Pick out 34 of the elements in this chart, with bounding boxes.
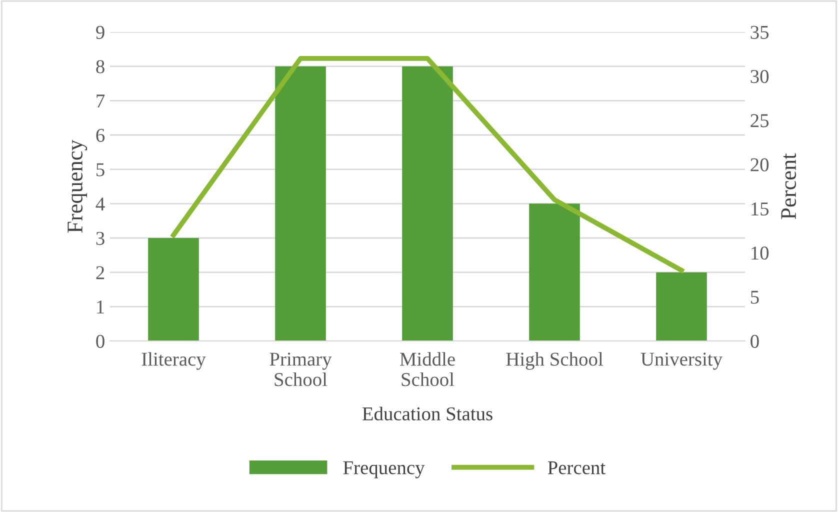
x-tick-label: Middle School: [400, 352, 455, 386]
bar: [529, 204, 580, 341]
y-axis-title: Frequency: [68, 140, 88, 233]
y2-axis-title: Percent: [781, 153, 796, 220]
y2-tick-label: 10: [752, 246, 769, 260]
y-tick-label: 9: [96, 26, 104, 39]
y-tick-label: 8: [96, 60, 104, 74]
y2-tick-label: 5: [750, 290, 759, 304]
y-tick-label: 3: [96, 232, 104, 245]
y2-tick-label: 0: [750, 334, 759, 348]
y-tick-label: 2: [96, 266, 104, 280]
y-tick-label: 7: [96, 94, 105, 108]
y2-tick-label: 25: [750, 114, 769, 128]
y-tick-label: 6: [96, 128, 105, 142]
x-axis-title: Education Status: [362, 406, 492, 420]
y2-tick-label: 15: [752, 202, 769, 216]
legend-label: Percent: [548, 461, 606, 474]
y2-tick-label: 30: [750, 70, 769, 84]
legend-label: Frequency: [343, 461, 425, 478]
line-series: [171, 56, 684, 273]
bar: [402, 66, 453, 341]
y-tick-label: 0: [96, 334, 104, 348]
x-tick-label: University: [640, 352, 722, 370]
bar: [656, 272, 707, 341]
bar: [275, 66, 326, 341]
y-tick-label: 5: [96, 163, 104, 176]
x-tick-label: Iliteracy: [142, 352, 206, 370]
x-tick-label: High School: [506, 352, 603, 370]
bar: [148, 238, 199, 341]
y2-tick-label: 20: [750, 158, 769, 172]
y2-tick-label: 35: [750, 26, 769, 39]
y-tick-label: 4: [96, 198, 105, 210]
x-tick-label: Primary School: [270, 352, 332, 386]
y-tick-label: 1: [97, 300, 104, 314]
